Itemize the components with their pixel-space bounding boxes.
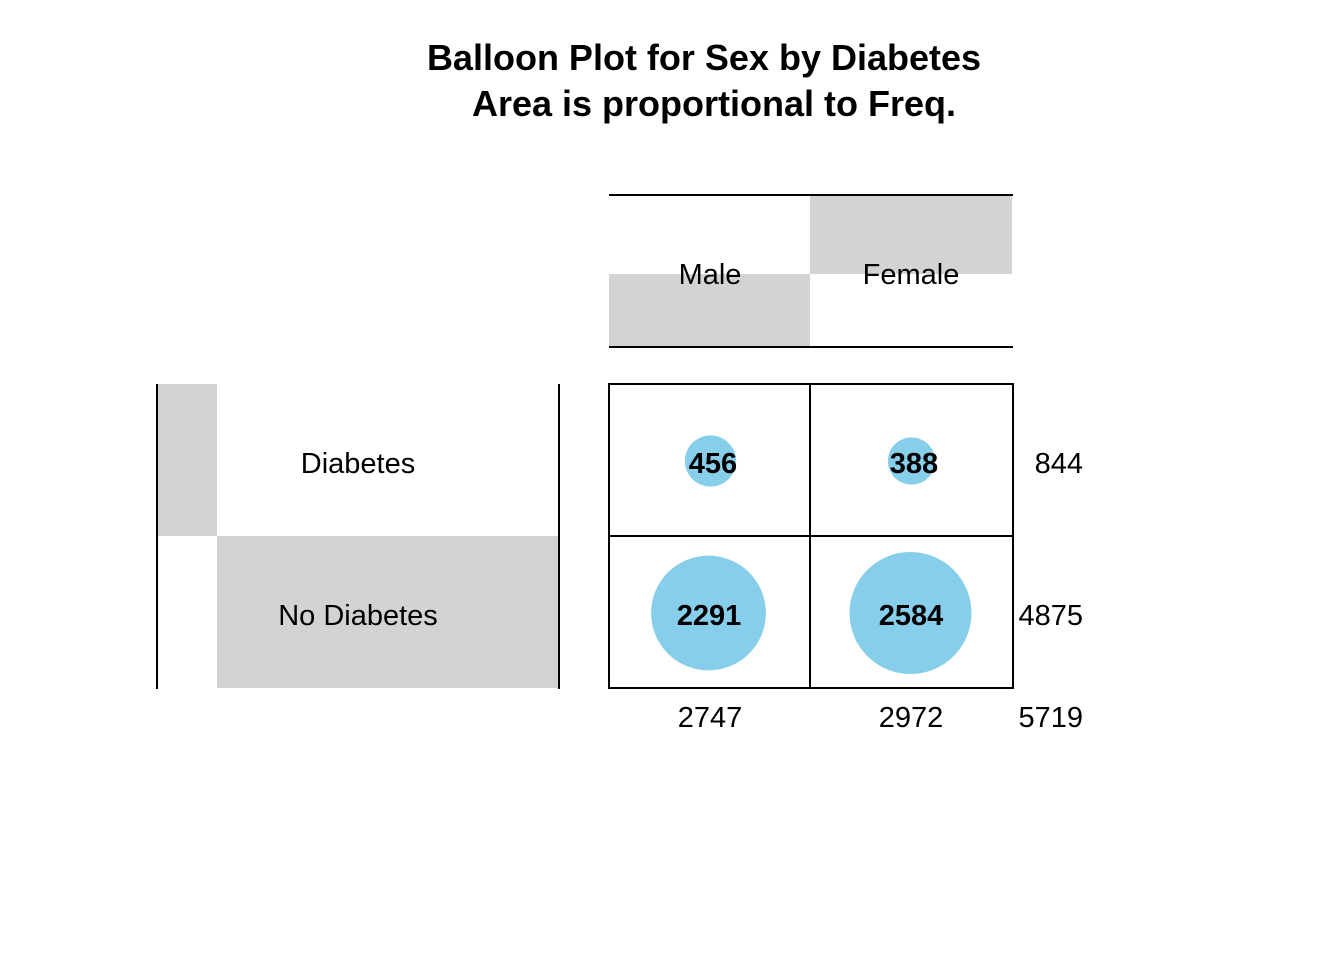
column-label-female: Female (863, 259, 960, 291)
column-total-male: 2747 (678, 702, 743, 734)
balloon-no-diabetes-male (651, 555, 766, 671)
row-marginal-bar-diabetes (158, 384, 217, 536)
column-marginal-bar-female (810, 195, 1012, 274)
cell-value-diabetes-male: 456 (689, 448, 737, 480)
row-label-no-diabetes: No Diabetes (278, 600, 438, 632)
column-marginal-bar-male (609, 274, 810, 347)
balloon-diabetes-female (887, 437, 936, 485)
column-total-female: 2972 (879, 702, 944, 734)
row-total-no-diabetes: 4875 (1018, 600, 1083, 632)
row-marginal-bar-no-diabetes (217, 536, 558, 688)
cell-value-diabetes-female: 388 (890, 448, 938, 480)
grand-total: 5719 (1018, 702, 1083, 734)
cell-value-no-diabetes-male: 2291 (677, 600, 742, 632)
chart-subtitle: Area is proportional to Freq. (472, 83, 956, 124)
column-marginal-bars (609, 195, 1012, 347)
column-label-male: Male (679, 259, 742, 291)
cell-value-no-diabetes-female: 2584 (879, 600, 944, 632)
row-total-diabetes: 844 (1035, 448, 1083, 480)
row-marginal-bars (158, 384, 558, 688)
row-label-diabetes: Diabetes (301, 448, 415, 480)
balloons (651, 435, 972, 674)
balloon-diabetes-male (684, 435, 737, 487)
chart-title: Balloon Plot for Sex by Diabetes (427, 37, 981, 78)
balloon-no-diabetes-female (849, 552, 972, 674)
